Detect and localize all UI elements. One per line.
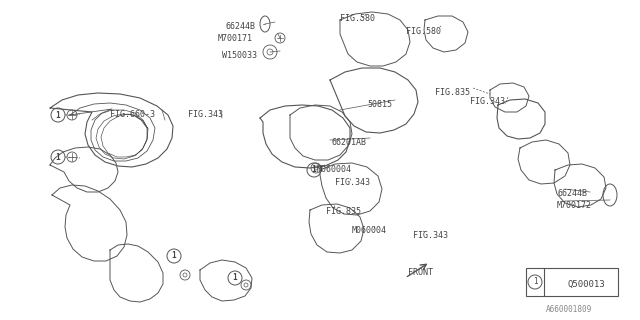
- Text: M700172: M700172: [557, 201, 592, 210]
- Text: W150033: W150033: [222, 51, 257, 60]
- Text: 1: 1: [56, 110, 60, 119]
- Text: 1: 1: [56, 153, 60, 162]
- Text: FIG.343: FIG.343: [470, 97, 505, 106]
- Text: M700171: M700171: [218, 34, 253, 43]
- Text: A660001809: A660001809: [546, 305, 592, 314]
- Text: 66244B: 66244B: [225, 22, 255, 31]
- Text: FIG.835: FIG.835: [326, 207, 361, 216]
- Bar: [526, 268, 618, 296]
- Text: FIG.343: FIG.343: [335, 178, 370, 187]
- Text: FIG.343: FIG.343: [188, 110, 223, 119]
- Text: 1: 1: [532, 277, 538, 286]
- Text: 1: 1: [172, 252, 176, 260]
- Text: M060004: M060004: [317, 165, 352, 174]
- Text: FIG.660-3: FIG.660-3: [110, 110, 155, 119]
- Text: M060004: M060004: [352, 226, 387, 235]
- Text: 66201AB: 66201AB: [332, 138, 367, 147]
- Text: 66244B: 66244B: [557, 189, 587, 198]
- Text: 1: 1: [312, 165, 316, 174]
- Text: 50815: 50815: [367, 100, 392, 109]
- Text: 1: 1: [233, 274, 237, 283]
- Text: FIG.343: FIG.343: [413, 231, 448, 240]
- Text: Q500013: Q500013: [567, 280, 605, 289]
- Text: FIG.835: FIG.835: [435, 88, 470, 97]
- Text: FRONT: FRONT: [408, 268, 433, 277]
- Text: FIG.580: FIG.580: [340, 14, 375, 23]
- Text: FIG.580: FIG.580: [406, 27, 441, 36]
